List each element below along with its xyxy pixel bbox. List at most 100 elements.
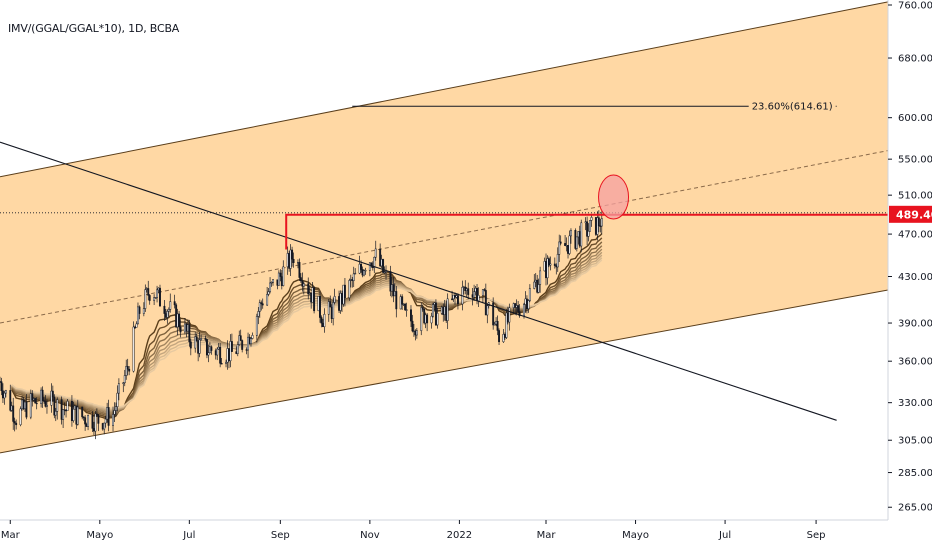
candle-body	[229, 341, 232, 362]
candle-body	[257, 311, 260, 317]
candle-body	[272, 279, 274, 283]
candle-body	[291, 249, 294, 260]
last-price-label: 489.40	[896, 208, 932, 221]
candle-body	[123, 375, 126, 384]
candle-body	[361, 269, 364, 276]
candle-body	[313, 287, 316, 312]
candle-body	[467, 288, 470, 295]
candle-body	[255, 316, 258, 336]
candle-body	[270, 282, 273, 284]
candle-body	[555, 265, 558, 268]
candle-body	[578, 231, 581, 247]
candle-body	[175, 304, 178, 328]
candle-body	[95, 413, 98, 415]
price-tick-label: 680.00	[898, 54, 932, 65]
candle-body	[153, 297, 156, 301]
candle-body	[276, 279, 279, 286]
price-tick-label: 305.00	[898, 436, 932, 447]
candle-body	[65, 409, 67, 412]
candle-body	[545, 261, 547, 279]
candle-body	[44, 401, 47, 407]
candle-body	[173, 301, 176, 306]
candle-body	[266, 294, 269, 306]
candle-body	[434, 302, 437, 326]
candle-body	[247, 336, 250, 351]
candle-body	[22, 399, 25, 410]
candle-body	[15, 422, 18, 426]
channel-fill	[0, 1, 888, 453]
candle-body	[514, 303, 517, 308]
candle-body	[9, 390, 12, 411]
candle-body	[76, 406, 79, 425]
candle-body	[580, 222, 583, 247]
candle-body	[476, 287, 478, 301]
candle-body	[565, 245, 568, 247]
candle-body	[502, 333, 505, 343]
candle-body	[392, 284, 395, 297]
candle-body	[553, 263, 556, 266]
time-axis[interactable]: Mar Mayo Jul Sep Nov 2022 Mar Mayo Jul Sep	[0, 519, 932, 550]
candle-body	[166, 311, 169, 318]
candle-body	[586, 221, 589, 237]
candle-body	[587, 230, 590, 237]
candle-body	[412, 330, 415, 333]
time-tick-label: Mar	[1, 530, 21, 541]
time-tick-label: Jul	[182, 530, 195, 541]
candle-body	[333, 296, 336, 303]
candle-body	[433, 302, 436, 305]
candle-body	[517, 305, 520, 312]
candle-body	[84, 417, 87, 425]
candle-body	[56, 399, 59, 412]
candle-body	[446, 298, 449, 321]
candle-body	[277, 272, 280, 286]
candle-body	[115, 406, 117, 411]
candle-body	[269, 282, 272, 292]
candle-body	[506, 312, 509, 323]
time-tick-label: Sep	[271, 530, 290, 541]
drawings[interactable]: 23.60%(614.61)	[0, 100, 888, 421]
candle-body	[289, 249, 292, 269]
candle-body	[385, 271, 387, 273]
candle-body	[75, 405, 78, 425]
candle-body	[106, 407, 109, 420]
candle-body	[329, 301, 332, 308]
candle-body	[60, 399, 63, 420]
candle-body	[154, 297, 157, 299]
price-channel[interactable]	[0, 1, 889, 454]
candle-body	[352, 273, 355, 281]
candle-body	[94, 413, 97, 432]
candle-body	[97, 414, 100, 424]
candle-body	[241, 340, 244, 350]
candle-body	[206, 339, 208, 356]
candle-body	[349, 279, 352, 281]
candle-body	[575, 236, 578, 249]
candle-body	[424, 314, 427, 324]
candle-body	[339, 293, 342, 311]
candle-body	[40, 389, 43, 404]
candle-body	[363, 270, 365, 276]
candle-body	[518, 311, 521, 317]
candle-body	[282, 266, 285, 286]
candle-body	[189, 341, 192, 349]
candle-body	[547, 258, 550, 266]
candle-body	[597, 217, 600, 227]
candle-body	[29, 393, 32, 418]
highlight-circle	[598, 174, 630, 220]
candle-body	[568, 235, 571, 254]
price-axis[interactable]: 760.00 680.00 600.00 550.00 510.00 470.00 430.…	[887, 0, 932, 550]
candle-body	[91, 414, 94, 429]
candle-body	[451, 298, 454, 300]
candle-body	[401, 296, 404, 305]
candle-body	[188, 324, 191, 343]
candle-body	[235, 351, 238, 354]
candle-body	[92, 428, 95, 432]
candle-body	[32, 398, 35, 401]
candle-body	[477, 295, 480, 301]
candle-body	[288, 253, 291, 269]
candle-body	[559, 241, 562, 244]
candle-body	[46, 405, 48, 407]
candle-body	[383, 271, 386, 273]
candle-body	[72, 408, 75, 421]
candle-body	[533, 281, 536, 289]
